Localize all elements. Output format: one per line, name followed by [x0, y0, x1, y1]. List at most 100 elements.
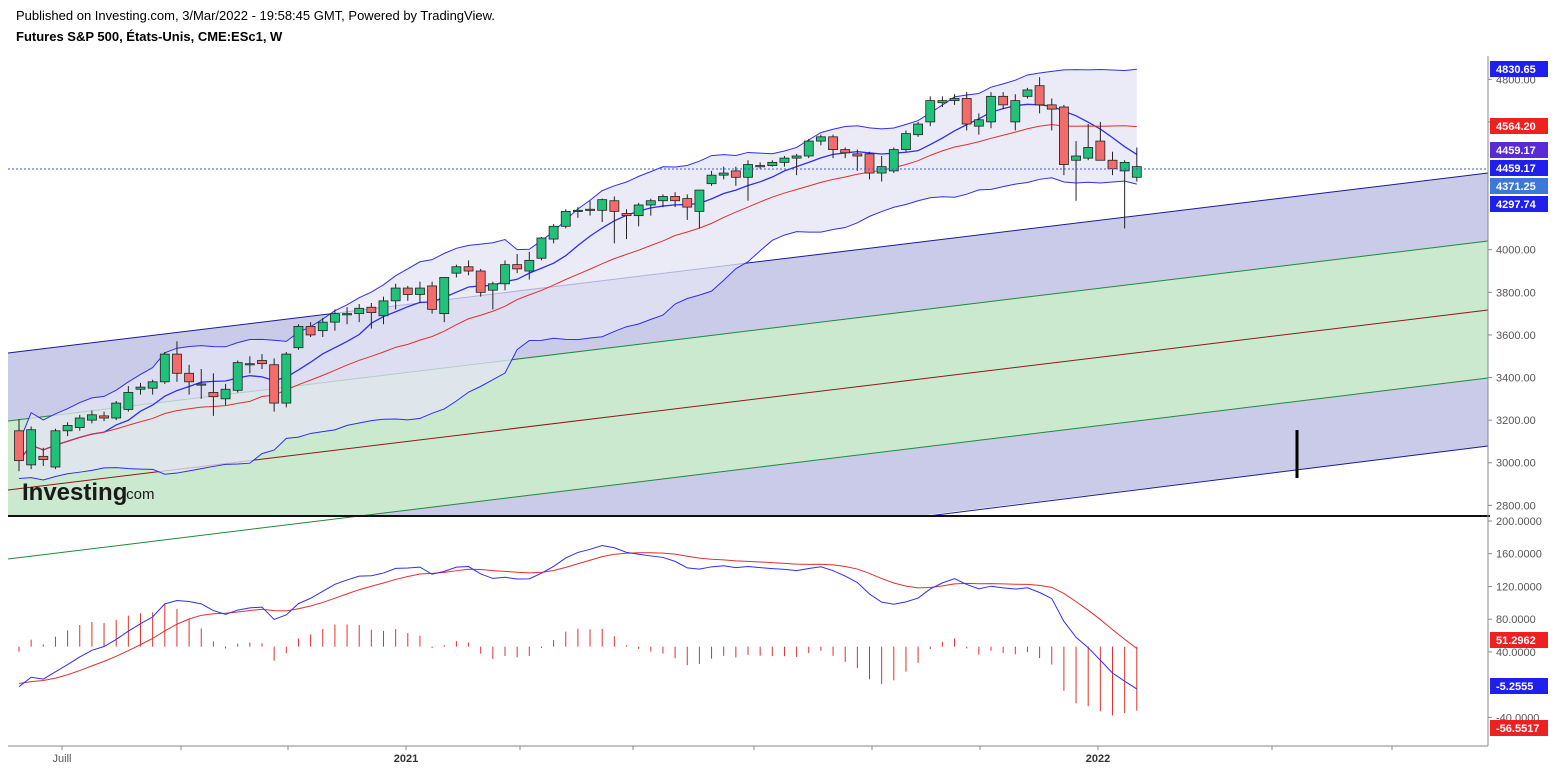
candle	[281, 351, 292, 408]
candle-body	[633, 204, 644, 217]
candle	[415, 281, 425, 303]
candles	[14, 77, 1142, 472]
candle	[730, 166, 741, 186]
candle-body	[852, 153, 863, 157]
candle	[986, 92, 996, 129]
candle-body	[427, 285, 438, 310]
time-axis[interactable]: Juill 2021 2022	[53, 746, 1393, 765]
candle-body	[220, 388, 231, 400]
channel-top-line	[7, 172, 1489, 354]
candle	[1034, 77, 1045, 114]
price-tag: 4459.17	[1490, 142, 1548, 158]
candle	[718, 166, 729, 180]
candle	[573, 207, 583, 218]
candle	[828, 134, 838, 159]
macd-signal-line	[18, 552, 1138, 685]
candle-body	[135, 386, 146, 390]
candle	[548, 224, 559, 244]
candle-body	[597, 199, 608, 211]
price-tag-bg	[1490, 178, 1548, 194]
candle-body	[208, 392, 219, 398]
price-tag-bg	[1490, 61, 1548, 77]
price-tick-label: 4000.00	[1496, 245, 1536, 257]
candle-body	[901, 133, 911, 151]
candle	[1046, 98, 1057, 131]
macd-tick-label: 40.0000	[1496, 647, 1536, 659]
candle-body	[366, 306, 377, 313]
candle-body	[1119, 161, 1130, 172]
macd-tag-bg	[1490, 678, 1548, 694]
candle	[560, 209, 571, 229]
candle-body	[329, 313, 340, 323]
price-tag: 4564.20	[1490, 118, 1548, 134]
published-line: Published on Investing.com, 3/Mar/2022 -…	[16, 8, 495, 23]
candle-body	[937, 100, 948, 104]
candle-body	[585, 208, 595, 211]
time-axis-label: 2021	[394, 753, 418, 765]
candle	[925, 96, 936, 127]
candle-body	[560, 210, 571, 227]
candle-body	[609, 200, 620, 212]
macd-tag: -56.5517	[1490, 720, 1548, 736]
candle	[147, 379, 158, 395]
candle-body	[147, 381, 158, 389]
candle	[1071, 141, 1081, 201]
candle	[500, 260, 510, 291]
price-tick-label: 2800.00	[1496, 500, 1536, 512]
candle-body	[682, 198, 693, 208]
candle	[244, 356, 255, 374]
candle	[864, 151, 875, 180]
candle-body	[475, 270, 486, 293]
candle-body	[14, 430, 24, 462]
candle	[1131, 147, 1142, 182]
candle-body	[998, 95, 1009, 106]
candle	[1095, 121, 1106, 161]
candle-body	[123, 392, 134, 410]
candle-body	[828, 136, 838, 150]
candle	[26, 426, 37, 470]
macd-tag-bg	[1490, 632, 1548, 648]
candle-body	[864, 153, 875, 174]
candle-body	[87, 414, 97, 421]
logo-suffix: .com	[122, 486, 155, 503]
macd-tick-label: 200.0000	[1496, 516, 1542, 528]
candle-body	[973, 119, 984, 127]
candle	[87, 410, 97, 424]
price-tag-label: 4459.17	[1496, 163, 1536, 175]
candle-body	[244, 363, 255, 366]
price-tick-label: 3000.00	[1496, 458, 1536, 470]
candle-body	[159, 353, 170, 383]
candle	[621, 209, 632, 240]
candle-body	[99, 415, 109, 419]
candle-body	[232, 362, 243, 391]
channel-lower-mid-line	[7, 377, 1489, 560]
candle	[427, 281, 438, 314]
candle	[196, 369, 207, 399]
candle	[74, 414, 85, 431]
macd-tick-label: 80.0000	[1496, 614, 1536, 626]
candle-body	[1010, 100, 1021, 123]
candle	[390, 283, 401, 310]
price-tick-label: 3400.00	[1496, 373, 1536, 385]
candle	[1119, 160, 1130, 229]
candle-body	[184, 372, 195, 383]
candle	[269, 358, 280, 412]
candle	[755, 162, 766, 169]
candle-body	[293, 326, 304, 349]
candle-body	[706, 174, 717, 185]
candle	[682, 194, 693, 220]
candle	[913, 121, 923, 137]
candle	[293, 324, 304, 350]
price-tag: 4459.17	[1490, 160, 1548, 176]
candle-body	[1107, 159, 1118, 170]
candle	[816, 134, 826, 146]
candle-body	[816, 136, 826, 142]
candle	[803, 138, 814, 159]
candle	[123, 386, 134, 412]
candle	[1083, 124, 1094, 161]
price-tag: 4297.74	[1490, 196, 1548, 212]
macd-tag-label: -5.2555	[1496, 681, 1533, 693]
candle-body	[451, 266, 462, 274]
candle-body	[172, 353, 182, 374]
